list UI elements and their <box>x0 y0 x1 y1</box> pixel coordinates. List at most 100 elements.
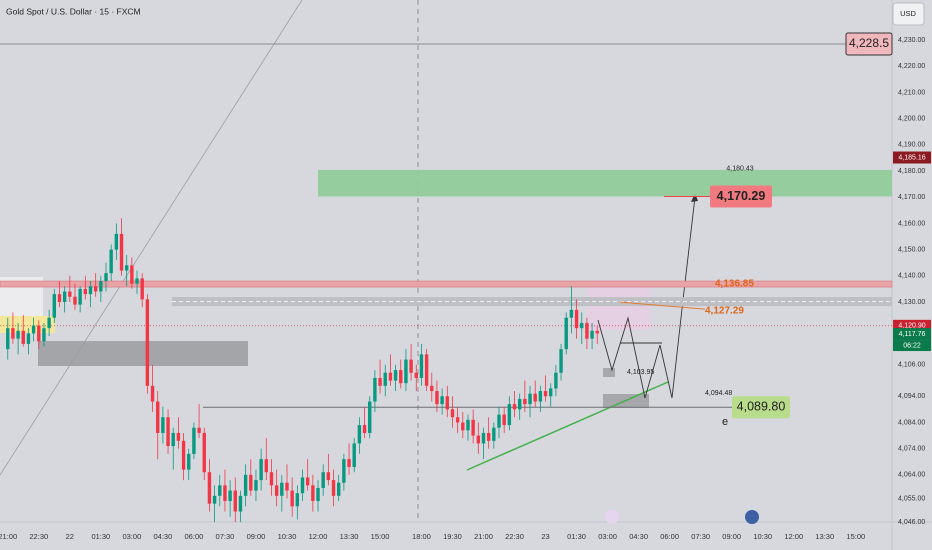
candle-body <box>321 472 325 488</box>
projection-path <box>597 196 696 399</box>
y-tick-label: 4,220.00 <box>898 63 925 70</box>
candle-body <box>233 490 237 512</box>
candle-body <box>166 417 170 447</box>
candle-body <box>228 490 232 502</box>
x-tick-label: 19:30 <box>443 532 462 541</box>
candle-body <box>471 419 475 436</box>
candle-body <box>466 419 470 431</box>
price-tag <box>893 328 931 341</box>
candle-body <box>590 330 594 339</box>
x-tick-label: 06:00 <box>660 532 679 541</box>
arrow-head <box>691 193 698 202</box>
y-tick-label: 4,200.00 <box>898 115 925 122</box>
candle-body <box>352 443 356 467</box>
candle-body <box>347 459 351 467</box>
x-tick-label: 06:00 <box>185 532 204 541</box>
candle-body <box>99 281 103 292</box>
candle-body <box>559 349 563 373</box>
event-icon[interactable] <box>605 510 619 524</box>
x-tick-label: 01:30 <box>91 532 110 541</box>
y-tick-label: 4,130.00 <box>898 299 925 306</box>
candle-body <box>52 294 56 318</box>
x-tick-label: 03:00 <box>122 532 141 541</box>
candle-body <box>569 309 574 318</box>
x-tick-label: 07:30 <box>691 532 710 541</box>
candle-body <box>368 401 372 433</box>
candle-body <box>399 370 403 384</box>
candle-body <box>383 372 387 386</box>
candle-body <box>145 299 150 386</box>
support-label-box <box>732 396 790 419</box>
y-tick-label: 4,160.00 <box>898 220 925 227</box>
candle-body <box>445 396 449 410</box>
candle-body <box>150 385 155 402</box>
candle-body <box>502 414 506 426</box>
resistance-label: 4,136.85 <box>715 279 754 290</box>
candle-body <box>269 472 274 486</box>
price-tag-label: 4,185.16 <box>898 154 925 161</box>
candle-body <box>331 480 336 496</box>
candle-body <box>6 328 10 350</box>
candle-body <box>497 414 501 428</box>
x-tick-label: 22 <box>66 532 74 541</box>
candle-body <box>574 309 579 329</box>
candle-body <box>73 296 77 305</box>
y-tick-label: 4,084.00 <box>898 419 925 426</box>
y-tick-label: 4,140.00 <box>898 273 925 280</box>
candle-body <box>156 401 160 433</box>
x-tick-label: 13:30 <box>340 532 359 541</box>
countdown: 06:22 <box>903 342 921 349</box>
x-tick-label: 21:00 <box>474 532 493 541</box>
note: e <box>722 416 728 428</box>
candle-body <box>192 427 196 454</box>
x-tick-label: 10:30 <box>278 532 297 541</box>
x-tick-label: 21:00 <box>0 532 17 541</box>
event-icon[interactable] <box>745 510 759 524</box>
candle-body <box>26 333 31 344</box>
candle-body <box>197 427 201 433</box>
candle-body <box>342 459 346 483</box>
candle-body <box>243 474 248 496</box>
candle-body <box>486 432 491 441</box>
x-tick-label: 01:30 <box>567 532 586 541</box>
x-tick-label: 15:00 <box>846 532 865 541</box>
candle-body <box>57 294 62 302</box>
candle-body <box>212 495 217 504</box>
candle-body <box>507 404 512 426</box>
candle-body <box>440 396 444 405</box>
candle-body <box>130 265 134 284</box>
x-tick-label: 03:00 <box>598 532 617 541</box>
candle-body <box>181 440 186 470</box>
currency: USD <box>900 9 916 18</box>
candle-body <box>171 432 175 447</box>
candle-body <box>238 495 243 512</box>
x-tick-label: 04:30 <box>153 532 172 541</box>
candle-body <box>21 330 25 344</box>
candle-body <box>285 482 289 491</box>
candle-body <box>274 485 279 496</box>
candle-body <box>135 278 139 284</box>
candle-body <box>543 391 548 397</box>
price-tag-label: 4,120.90 <box>898 323 925 330</box>
candle-body <box>424 354 429 386</box>
target-zone <box>318 169 892 197</box>
candle-body <box>104 273 108 282</box>
x-tick-label: 12:00 <box>784 532 803 541</box>
candle-body <box>93 286 98 292</box>
trendline <box>466 381 669 471</box>
candle-body <box>11 328 15 339</box>
price-tag <box>893 151 931 164</box>
x-tick-label: 09:00 <box>247 532 266 541</box>
candle-body <box>42 328 46 342</box>
high-label: 4,228.5 <box>849 36 889 50</box>
currency-button[interactable] <box>892 2 925 26</box>
diagonal-line <box>0 0 303 476</box>
zone-top-label: 4,180.43 <box>726 166 753 173</box>
candle-body <box>47 317 51 329</box>
candle-body <box>455 417 460 423</box>
candle-body <box>300 477 305 494</box>
resistance-band <box>0 280 893 288</box>
candle-body <box>580 322 584 329</box>
candle-body <box>207 472 212 504</box>
